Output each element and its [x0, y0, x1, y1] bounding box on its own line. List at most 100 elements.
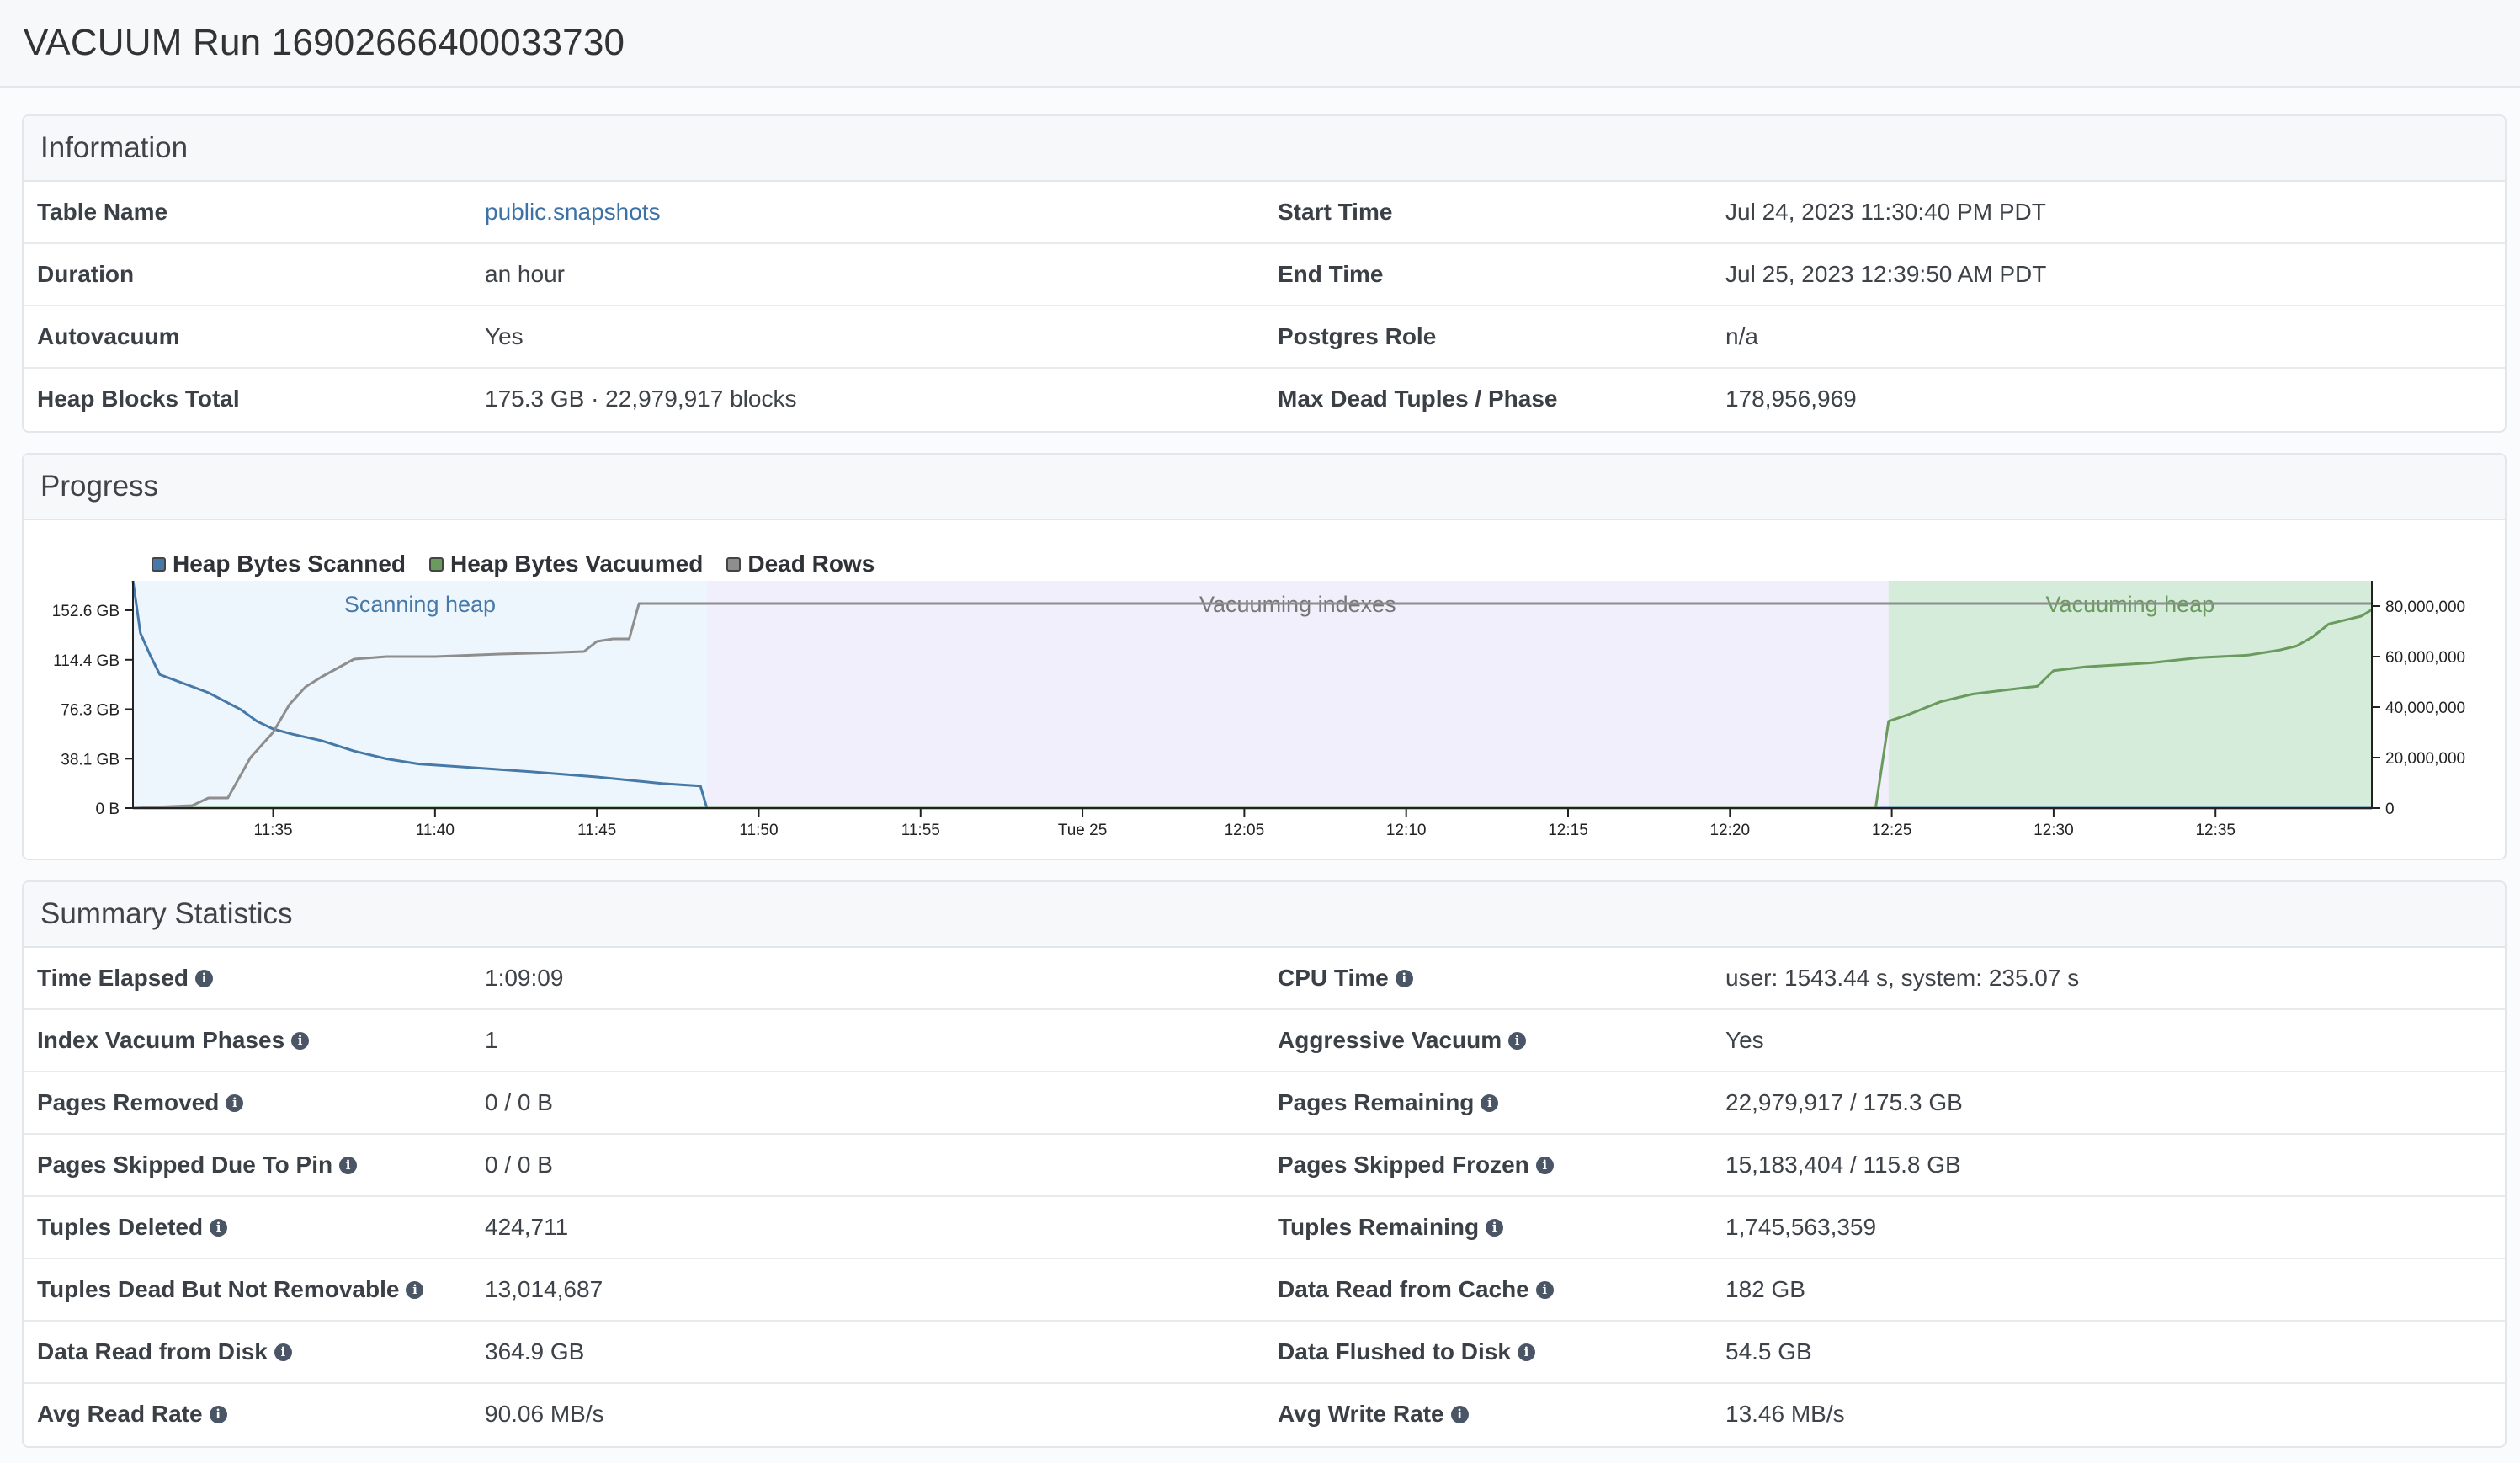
- legend-label: Heap Bytes Scanned: [173, 551, 406, 577]
- summary-table: Time Elapsed i 1:09:09 CPU Time i user: 15…: [24, 948, 2505, 1446]
- info-icon[interactable]: i: [210, 1218, 228, 1237]
- page-title: VACUUM Run 16902666400033730: [24, 22, 625, 63]
- info-icon[interactable]: i: [274, 1343, 292, 1361]
- info-row: Autovacuum Yes Postgres Role n/a: [24, 306, 2505, 369]
- phase-band: [133, 581, 707, 808]
- y-right-tick-label: 20,000,000: [2385, 750, 2465, 768]
- summary-panel: Summary Statistics Time Elapsed i 1:09:09…: [22, 880, 2507, 1448]
- info-value: Yes: [485, 323, 524, 349]
- info-icon[interactable]: i: [209, 1405, 227, 1423]
- info-row: Duration an hour End Time Jul 25, 2023 1…: [24, 244, 2505, 306]
- info-icon[interactable]: i: [1508, 1031, 1527, 1050]
- stat-label: Tuples Remaining: [1278, 1214, 1480, 1240]
- series-line-1: [133, 609, 2373, 810]
- y-left-tick-label: 152.6 GB: [52, 603, 120, 620]
- info-row: Heap Blocks Total 175.3 GB · 22,979,917 …: [24, 369, 2505, 431]
- info-label: End Time: [1278, 261, 1384, 287]
- info-label: Autovacuum: [37, 323, 180, 349]
- legend-item-dead-rows[interactable]: Dead Rows: [726, 551, 875, 577]
- x-tick-label: 11:50: [739, 822, 778, 839]
- y-left-tick-label: 114.4 GB: [53, 652, 120, 670]
- stat-value: Yes: [1725, 1027, 1764, 1053]
- stat-value: 15,183,404 / 115.8 GB: [1725, 1152, 1961, 1178]
- stat-label: Aggressive Vacuum: [1278, 1027, 1502, 1053]
- y-right-tick-label: 0: [2385, 801, 2395, 818]
- info-label: Max Dead Tuples / Phase: [1278, 386, 1558, 412]
- summary-heading: Summary Statistics: [24, 882, 2505, 948]
- stat-value: 0 / 0 B: [485, 1089, 553, 1115]
- series-line-2: [132, 602, 2372, 810]
- info-icon[interactable]: i: [1486, 1218, 1504, 1237]
- summary-row: Index Vacuum Phases i 1 Aggressive Vacuum…: [24, 1010, 2505, 1072]
- stat-value: user: 1543.44 s, system: 235.07 s: [1725, 965, 2080, 991]
- info-value: 175.3 GB · 22,979,917 blocks: [485, 386, 797, 412]
- info-icon[interactable]: i: [226, 1093, 244, 1112]
- information-heading: Information: [24, 116, 2505, 182]
- stat-label: Tuples Deleted: [37, 1214, 204, 1240]
- info-icon[interactable]: i: [1517, 1343, 1535, 1361]
- x-tick-label: 12:10: [1386, 822, 1427, 839]
- x-tick-label: 12:15: [1548, 822, 1588, 839]
- info-icon[interactable]: i: [1450, 1405, 1469, 1423]
- x-tick-label: 11:45: [577, 822, 616, 839]
- phase-band: [706, 581, 1889, 808]
- info-icon[interactable]: i: [339, 1156, 358, 1174]
- x-tick-label: 11:35: [253, 822, 292, 839]
- stat-label: Index Vacuum Phases: [37, 1027, 285, 1053]
- info-icon[interactable]: i: [406, 1280, 424, 1299]
- phase-label: Scanning heap: [344, 592, 496, 617]
- info-value: an hour: [485, 261, 565, 287]
- info-icon[interactable]: i: [1395, 969, 1413, 987]
- info-label: Heap Blocks Total: [37, 386, 240, 412]
- stat-label: Data Flushed to Disk: [1278, 1338, 1511, 1365]
- chart-legend: Heap Bytes Scanned Heap Bytes Vacuumed D…: [152, 551, 875, 577]
- y-left-tick-label: 0 B: [95, 801, 120, 818]
- info-value: Jul 25, 2023 12:39:50 AM PDT: [1725, 261, 2047, 287]
- stat-value: 182 GB: [1725, 1276, 1805, 1302]
- stat-value: 22,979,917 / 175.3 GB: [1725, 1089, 1963, 1115]
- info-icon[interactable]: i: [1535, 1280, 1554, 1299]
- info-icon[interactable]: i: [195, 969, 214, 987]
- legend-label: Dead Rows: [747, 551, 875, 577]
- x-tick-label: 11:40: [416, 822, 455, 839]
- series-line-0: [131, 580, 2372, 810]
- stat-value: 90.06 MB/s: [485, 1401, 604, 1427]
- legend-swatch: [152, 556, 166, 572]
- x-tick-label: 12:25: [1872, 822, 1912, 839]
- summary-row: Pages Removed i 0 / 0 B Pages Remaining i …: [24, 1072, 2505, 1135]
- page-header: VACUUM Run 16902666400033730: [0, 0, 2520, 88]
- stat-label: Pages Remaining: [1278, 1089, 1475, 1115]
- legend-item-heap-bytes-vacuumed[interactable]: Heap Bytes Vacuumed: [429, 551, 703, 577]
- stat-value: 54.5 GB: [1725, 1338, 1812, 1365]
- x-tick-label: Tue 25: [1058, 822, 1107, 839]
- y-left-tick-label: 76.3 GB: [61, 701, 120, 719]
- legend-item-heap-bytes-scanned[interactable]: Heap Bytes Scanned: [152, 551, 406, 577]
- summary-row: Time Elapsed i 1:09:09 CPU Time i user: 15…: [24, 948, 2505, 1010]
- stat-label: Time Elapsed: [37, 965, 189, 991]
- y-right-tick-label: 60,000,000: [2385, 649, 2465, 667]
- information-table: Table Name public.snapshots Start Time J…: [24, 182, 2505, 431]
- progress-heading: Progress: [24, 455, 2505, 520]
- stat-label: Pages Removed: [37, 1089, 220, 1115]
- info-label: Postgres Role: [1278, 323, 1437, 349]
- info-icon[interactable]: i: [1481, 1093, 1499, 1112]
- info-row: Table Name public.snapshots Start Time J…: [24, 182, 2505, 244]
- x-tick-label: 12:30: [2034, 822, 2074, 839]
- info-icon[interactable]: i: [291, 1031, 310, 1050]
- stat-label: Pages Skipped Frozen: [1278, 1152, 1529, 1178]
- y-right-tick-label: 80,000,000: [2385, 598, 2465, 616]
- legend-swatch: [726, 556, 742, 572]
- stat-label: Avg Write Rate: [1278, 1401, 1444, 1427]
- info-label: Table Name: [37, 199, 168, 225]
- stat-value: 364.9 GB: [485, 1338, 585, 1365]
- information-panel: Information Table Name public.snapshots …: [22, 114, 2507, 433]
- info-icon[interactable]: i: [1535, 1156, 1554, 1174]
- stat-label: Data Read from Cache: [1278, 1276, 1529, 1302]
- legend-swatch: [429, 556, 444, 572]
- info-label: Duration: [37, 261, 135, 287]
- stat-value: 1: [485, 1027, 498, 1053]
- table-name-link[interactable]: public.snapshots: [485, 199, 661, 225]
- y-left-tick-label: 38.1 GB: [61, 751, 120, 769]
- stat-value: 13,014,687: [485, 1276, 603, 1302]
- summary-row: Pages Skipped Due To Pin i 0 / 0 B Pages …: [24, 1135, 2505, 1197]
